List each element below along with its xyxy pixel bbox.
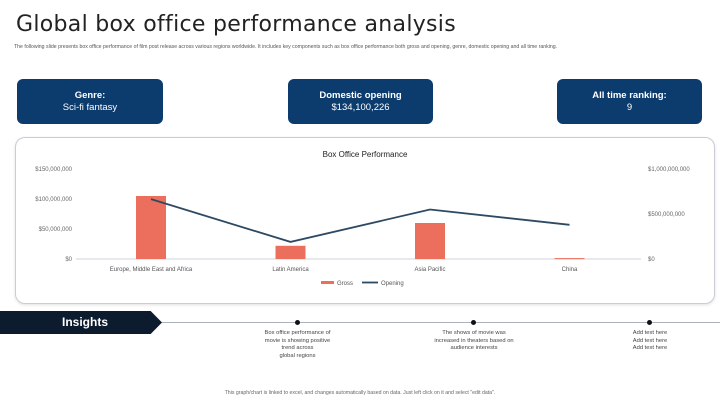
y-right-tick-label: $1,000,000,000 bbox=[648, 167, 690, 173]
chart-card[interactable]: Box Office Performance $150,000,000 $100,0… bbox=[15, 137, 715, 304]
footer-note: This graph/chart is linked to excel, and… bbox=[224, 390, 496, 396]
x-tick-label: China bbox=[562, 267, 578, 273]
y-right-tick-label: $0 bbox=[648, 257, 655, 263]
genre-value: Sci-fi fantasy bbox=[62, 101, 118, 113]
insight-line: increased in theaters based on bbox=[434, 337, 514, 344]
timeline-dot bbox=[295, 320, 300, 325]
page-title: Global box office performance analysis bbox=[16, 12, 456, 37]
domestic-opening-value: $134,100,226 bbox=[331, 101, 390, 113]
ranking-value: 9 bbox=[626, 101, 633, 113]
insight-item: The shows of movie was increased in thea… bbox=[414, 330, 534, 353]
legend-opening-label: Opening bbox=[381, 281, 404, 287]
genre-label: Genre: bbox=[74, 90, 106, 101]
insight-line: Add text here bbox=[632, 337, 668, 344]
insight-line: Box office performance of bbox=[264, 330, 331, 336]
chart-title: Box Office Performance bbox=[323, 150, 408, 159]
legend-gross-swatch bbox=[321, 281, 334, 284]
page-subtitle: The following slide presents box office … bbox=[14, 44, 558, 50]
opening-line bbox=[150, 198, 570, 243]
insight-line: Add text here bbox=[632, 345, 668, 351]
timeline-dot bbox=[471, 320, 476, 325]
domestic-opening-label: Domestic opening bbox=[319, 90, 402, 101]
insights-tab bbox=[0, 311, 162, 334]
insight-line: global regions bbox=[279, 352, 316, 359]
ranking-stat-box: All time ranking: 9 bbox=[557, 79, 702, 124]
y-left-tick-label: $50,000,000 bbox=[39, 227, 73, 233]
genre-stat-box: Genre: Sci-fi fantasy bbox=[17, 79, 163, 124]
timeline-dot bbox=[647, 320, 652, 325]
insight-line: The shows of movie was bbox=[442, 330, 506, 336]
insights-label: Insights bbox=[62, 315, 109, 329]
x-tick-label: Asia Pacific bbox=[414, 267, 445, 273]
gross-bar bbox=[415, 223, 445, 259]
y-left-tick-label: $0 bbox=[65, 257, 72, 263]
insight-item: Add text here Add text here Add text her… bbox=[600, 330, 700, 353]
y-left-tick-label: $150,000,000 bbox=[35, 167, 72, 173]
insight-line: movie is showing positive bbox=[264, 337, 331, 344]
ranking-label: All time ranking: bbox=[592, 90, 667, 101]
x-tick-label: Latin America bbox=[272, 267, 309, 273]
gross-bar bbox=[554, 258, 585, 260]
y-right-tick-label: $500,000,000 bbox=[648, 212, 685, 218]
insight-item: Box office performance of movie is showi… bbox=[240, 330, 355, 360]
insight-line: Add text here bbox=[632, 330, 668, 336]
insight-line: audience interests bbox=[450, 345, 498, 351]
legend-gross-label: Gross bbox=[337, 281, 353, 287]
domestic-opening-stat-box: Domestic opening $134,100,226 bbox=[288, 79, 433, 124]
y-left-tick-label: $100,000,000 bbox=[35, 197, 72, 203]
x-tick-label: Europe, Middle East and Africa bbox=[110, 267, 193, 273]
insights-timeline bbox=[150, 322, 720, 323]
box-office-chart[interactable]: Box Office Performance $150,000,000 $100,0… bbox=[16, 138, 714, 303]
insight-line: trend across bbox=[281, 345, 314, 351]
gross-bar bbox=[136, 196, 166, 259]
gross-bar bbox=[275, 245, 306, 259]
